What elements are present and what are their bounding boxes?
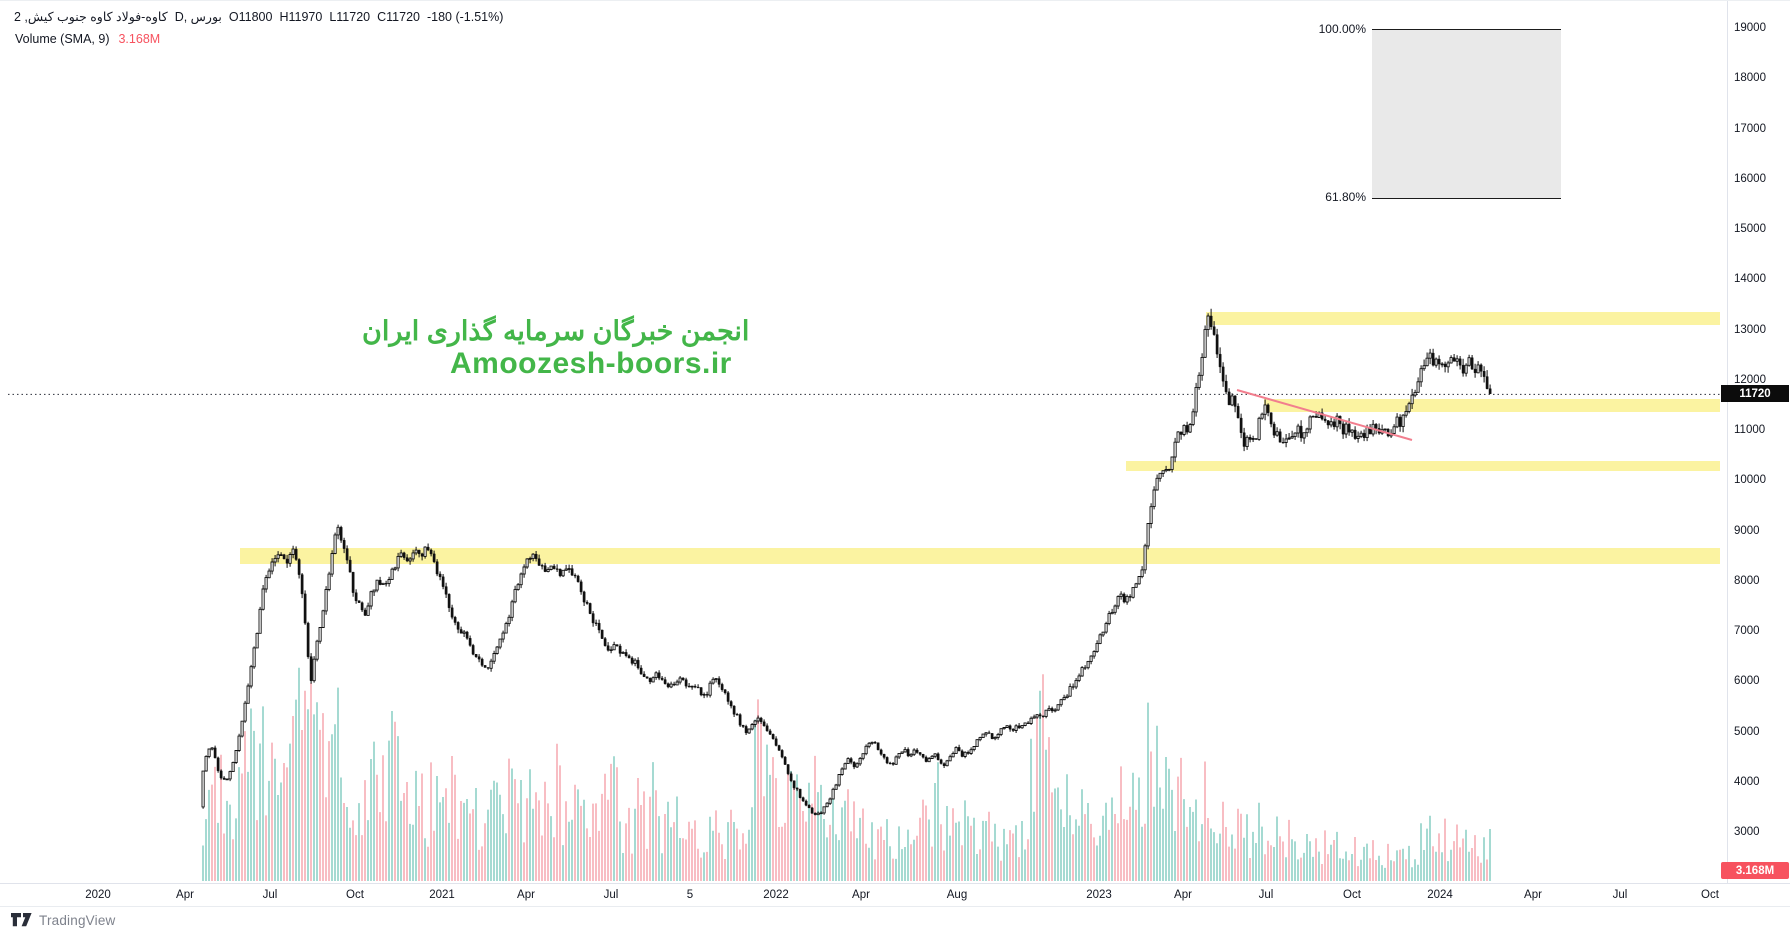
watermark-line-url: Amoozesh-boors.ir — [450, 347, 732, 381]
fib-label-100: 100.00% — [1318, 22, 1366, 36]
time-tick-label: Aug — [946, 889, 968, 901]
symbol-name[interactable]: کاوه-فولاد کاوه جنوب کیش, 2 — [14, 10, 168, 24]
ohlc-low: L11720 — [329, 9, 371, 24]
chart-canvas[interactable] — [0, 1, 1727, 883]
price-tick-label: 15000 — [1734, 223, 1766, 235]
price-tick-label: 4000 — [1734, 775, 1760, 788]
volume-indicator-value: 3.168M — [118, 32, 161, 46]
price-tick-label: 10000 — [1734, 474, 1766, 487]
ohlc-change: -180 (-1.51%) — [426, 9, 504, 24]
time-tick-label: 5 — [686, 889, 694, 901]
ohlc-open: O11800 — [228, 9, 273, 24]
highlight-band[interactable] — [1264, 398, 1720, 412]
time-tick-label: Apr — [176, 889, 194, 901]
price-tick-label: 18000 — [1734, 72, 1766, 85]
time-tick-label: Jul — [1258, 889, 1274, 901]
ohlc-close: C11720 — [377, 9, 420, 24]
time-tick-label: Jul — [1612, 889, 1628, 901]
price-tick-label: 19000 — [1734, 22, 1766, 34]
time-tick-label: 2020 — [85, 889, 111, 901]
time-tick-label: Apr — [517, 889, 535, 901]
volume-indicator-header[interactable]: Volume (SMA, 9) 3.168M — [15, 32, 160, 46]
highlight-band[interactable] — [240, 547, 1720, 564]
ohlc-high: H11970 — [279, 9, 323, 24]
price-tick-label: 3000 — [1734, 826, 1760, 838]
price-tick-label: 8000 — [1734, 574, 1760, 587]
price-tick-label: 5000 — [1734, 725, 1760, 738]
price-tick-label: 16000 — [1734, 172, 1766, 185]
watermark-line-persian: انجمن خبرگان سرمایه گذاری ایران — [362, 316, 750, 346]
volume-indicator-label[interactable]: Volume (SMA, 9) — [15, 32, 110, 46]
price-tick-label: 14000 — [1734, 273, 1766, 286]
time-tick-label: 2022 — [763, 889, 789, 901]
downtrend-line[interactable] — [1236, 389, 1413, 441]
time-tick-label: Apr — [1524, 889, 1542, 901]
time-tick-label: Jul — [603, 889, 619, 901]
time-tick-label: Apr — [852, 889, 870, 901]
time-axis[interactable]: 2020 Apr Jul Oct 2021 Apr Jul 5 2022 Apr Aug 2023 Ap… — [0, 883, 1790, 907]
current-price-label: 11720 — [1721, 385, 1789, 402]
price-tick-label: 6000 — [1734, 675, 1760, 688]
price-tick-label: 12000 — [1734, 373, 1766, 386]
price-tick-label: 9000 — [1734, 524, 1760, 537]
price-axis[interactable]: 19000 18000 17000 16000 15000 14000 13000 12000… — [1727, 1, 1790, 883]
chart-watermark: انجمن خبرگان سرمایه گذاری ایران Amoozesh… — [362, 316, 749, 382]
interval-exchange[interactable]: D, بورس — [174, 10, 222, 24]
time-tick-label: Jul — [262, 889, 278, 901]
price-tick-label: 17000 — [1734, 122, 1766, 135]
time-tick-label: 2024 — [1427, 889, 1453, 901]
price-tick-label: 11000 — [1734, 424, 1766, 436]
fib-label-618: 61.80% — [1325, 190, 1366, 204]
highlight-band[interactable] — [1126, 460, 1720, 471]
tradingview-logo-text: TradingView — [39, 912, 116, 928]
symbol-header[interactable]: کاوه-فولاد کاوه جنوب کیش, 2 D, بورس O118… — [14, 9, 504, 25]
time-tick-label: 2023 — [1086, 889, 1112, 901]
price-tick-label: 13000 — [1734, 323, 1766, 336]
price-tick-label: 7000 — [1734, 625, 1760, 637]
tradingview-logo[interactable]: TradingView — [10, 912, 116, 928]
time-tick-label: Oct — [1343, 889, 1361, 901]
tradingview-icon — [11, 913, 32, 927]
highlight-band[interactable] — [1206, 311, 1720, 325]
time-tick-label: 2021 — [429, 889, 455, 901]
current-volume-label: 3.168M — [1721, 862, 1789, 879]
time-tick-label: Oct — [346, 889, 364, 901]
time-tick-label: Oct — [1701, 889, 1719, 901]
fib-retracement-box[interactable] — [1372, 29, 1561, 199]
time-tick-label: Apr — [1174, 889, 1192, 901]
